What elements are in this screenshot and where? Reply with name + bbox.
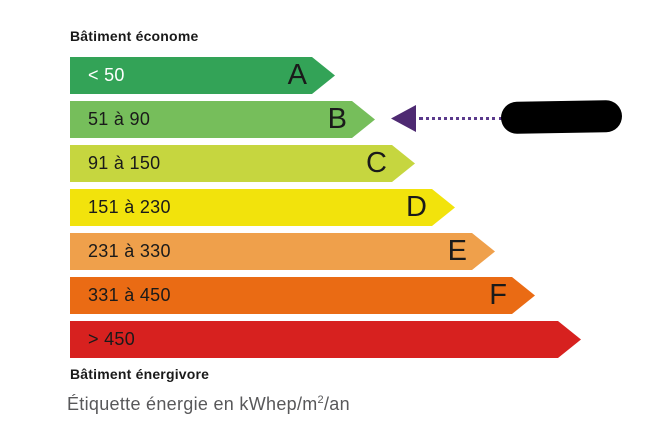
energy-range-label-c: 91 à 150 bbox=[88, 153, 161, 173]
energy-range-label-d: 151 à 230 bbox=[88, 197, 171, 217]
energy-class-letter-f: F bbox=[489, 279, 507, 311]
energy-range-label-b: 51 à 90 bbox=[88, 109, 151, 129]
scale-bottom-label: Bâtiment énergivore bbox=[70, 366, 210, 382]
energy-bar-f: 331 à 450 F bbox=[70, 277, 535, 314]
caption-text: Étiquette énergie en kWhep/m bbox=[67, 394, 318, 414]
energy-range-label-f: 331 à 450 bbox=[88, 285, 171, 305]
caption-text-suffix: /an bbox=[323, 394, 350, 414]
scale-top-label: Bâtiment économe bbox=[70, 28, 199, 44]
dotted-connector-line bbox=[419, 117, 503, 120]
energy-class-letter-a: A bbox=[287, 59, 307, 91]
energy-bar-c: 91 à 150 C bbox=[70, 145, 415, 182]
energy-bar-b: 51 à 90 B bbox=[70, 101, 375, 138]
energy-bar-e: 231 à 330 E bbox=[70, 233, 495, 270]
energy-class-letter-e: E bbox=[447, 235, 467, 267]
energy-range-label-e: 231 à 330 bbox=[88, 241, 171, 261]
energy-range-label-a: < 50 bbox=[88, 65, 125, 85]
energy-class-letter-c: C bbox=[366, 147, 387, 179]
energy-bar-a: < 50 A bbox=[70, 57, 335, 94]
energy-class-letter-b: B bbox=[327, 103, 347, 135]
caption-superscript: 2 bbox=[317, 394, 324, 406]
energy-range-label-g: > 450 bbox=[88, 329, 136, 349]
energy-class-letter-d: D bbox=[406, 191, 427, 223]
energy-label-caption: Étiquette énergie en kWhep/m2/an bbox=[67, 394, 350, 415]
energy-scale: < 50 A 51 à 90 B 91 à 150 C 151 à 230 D … bbox=[70, 57, 581, 365]
energy-bar-g: > 450 bbox=[70, 321, 581, 358]
energy-bar-d: 151 à 230 D bbox=[70, 189, 455, 226]
redacted-value-blob bbox=[500, 99, 623, 135]
